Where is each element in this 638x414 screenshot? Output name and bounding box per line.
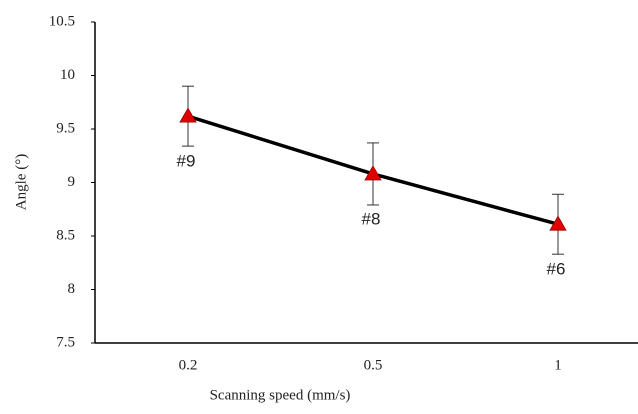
y-tick-label: 10 — [60, 67, 75, 83]
point-label: #6 — [547, 260, 566, 279]
marker — [179, 107, 197, 123]
x-axis-label: Scanning speed (mm/s) — [210, 387, 351, 403]
y-axis-label: Angle (°) — [13, 154, 29, 210]
marker — [364, 165, 382, 181]
y-tick-label: 8 — [68, 281, 76, 297]
x-tick-label: 0.2 — [179, 357, 198, 373]
x-tick-label: 1 — [554, 357, 562, 373]
y-tick-label: 7.5 — [56, 334, 75, 350]
y-tick-label: 9 — [68, 174, 76, 190]
y-tick-label: 8.5 — [56, 227, 75, 243]
y-tick-label: 10.5 — [49, 13, 75, 29]
x-tick-label: 0.5 — [364, 357, 383, 373]
marker — [549, 215, 567, 231]
point-label: #9 — [177, 152, 196, 171]
y-tick-label: 9.5 — [56, 120, 75, 136]
point-label: #8 — [362, 209, 381, 228]
